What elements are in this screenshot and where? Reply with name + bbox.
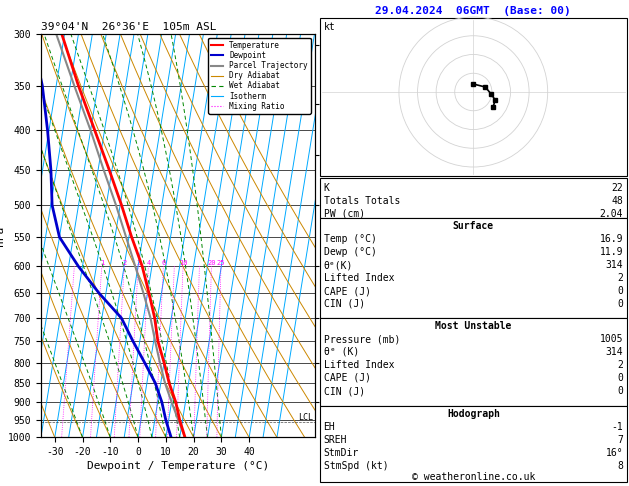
- Text: 6: 6: [161, 260, 165, 266]
- Text: 314: 314: [606, 260, 623, 270]
- Text: Most Unstable: Most Unstable: [435, 321, 511, 331]
- Text: 20: 20: [207, 260, 216, 266]
- Text: 314: 314: [606, 347, 623, 357]
- Text: 22: 22: [611, 183, 623, 193]
- Text: -1: -1: [611, 422, 623, 432]
- Text: © weatheronline.co.uk: © weatheronline.co.uk: [411, 472, 535, 482]
- Text: Hodograph: Hodograph: [447, 409, 500, 419]
- Text: CAPE (J): CAPE (J): [323, 373, 370, 383]
- Text: Surface: Surface: [453, 221, 494, 231]
- Text: 2: 2: [122, 260, 126, 266]
- Text: 11.9: 11.9: [599, 247, 623, 257]
- X-axis label: Dewpoint / Temperature (°C): Dewpoint / Temperature (°C): [87, 461, 269, 471]
- Text: PW (cm): PW (cm): [323, 209, 365, 219]
- Text: 16°: 16°: [606, 448, 623, 458]
- Text: Pressure (mb): Pressure (mb): [323, 334, 400, 344]
- Text: 48: 48: [611, 196, 623, 206]
- Legend: Temperature, Dewpoint, Parcel Trajectory, Dry Adiabat, Wet Adiabat, Isotherm, Mi: Temperature, Dewpoint, Parcel Trajectory…: [208, 38, 311, 114]
- Text: StmDir: StmDir: [323, 448, 359, 458]
- Text: CAPE (J): CAPE (J): [323, 286, 370, 296]
- Text: SREH: SREH: [323, 435, 347, 445]
- Bar: [320, 318, 627, 406]
- Text: EH: EH: [323, 422, 335, 432]
- Text: 0: 0: [617, 286, 623, 296]
- Text: Lifted Index: Lifted Index: [323, 360, 394, 370]
- Text: 29.04.2024  06GMT  (Base: 00): 29.04.2024 06GMT (Base: 00): [376, 6, 571, 16]
- Text: CIN (J): CIN (J): [323, 386, 365, 396]
- Text: 0: 0: [617, 299, 623, 309]
- Text: Temp (°C): Temp (°C): [323, 234, 377, 244]
- Bar: [320, 178, 627, 218]
- Text: 0: 0: [617, 373, 623, 383]
- Bar: [320, 218, 627, 318]
- Text: 4: 4: [147, 260, 150, 266]
- Bar: [320, 406, 627, 482]
- Y-axis label: km
ASL: km ASL: [342, 236, 357, 255]
- Text: θᵉ(K): θᵉ(K): [323, 260, 353, 270]
- Text: 3: 3: [136, 260, 140, 266]
- Text: 1: 1: [99, 260, 104, 266]
- Text: Lifted Index: Lifted Index: [323, 273, 394, 283]
- Bar: [320, 18, 627, 176]
- Text: 8: 8: [617, 461, 623, 471]
- Text: kt: kt: [323, 22, 335, 32]
- Text: CIN (J): CIN (J): [323, 299, 365, 309]
- Y-axis label: hPa: hPa: [0, 226, 5, 246]
- Text: LCL: LCL: [298, 413, 313, 422]
- Text: 1005: 1005: [599, 334, 623, 344]
- Text: 7: 7: [617, 435, 623, 445]
- Text: 2: 2: [617, 360, 623, 370]
- Text: θᵉ (K): θᵉ (K): [323, 347, 359, 357]
- Text: 2.04: 2.04: [599, 209, 623, 219]
- Text: 10: 10: [179, 260, 187, 266]
- Text: Totals Totals: Totals Totals: [323, 196, 400, 206]
- Text: StmSpd (kt): StmSpd (kt): [323, 461, 388, 471]
- Text: 16.9: 16.9: [599, 234, 623, 244]
- Text: 25: 25: [217, 260, 225, 266]
- Text: 0: 0: [617, 386, 623, 396]
- Text: 2: 2: [617, 273, 623, 283]
- Text: K: K: [323, 183, 330, 193]
- Text: 39°04'N  26°36'E  105m ASL: 39°04'N 26°36'E 105m ASL: [41, 22, 216, 32]
- Text: Dewp (°C): Dewp (°C): [323, 247, 377, 257]
